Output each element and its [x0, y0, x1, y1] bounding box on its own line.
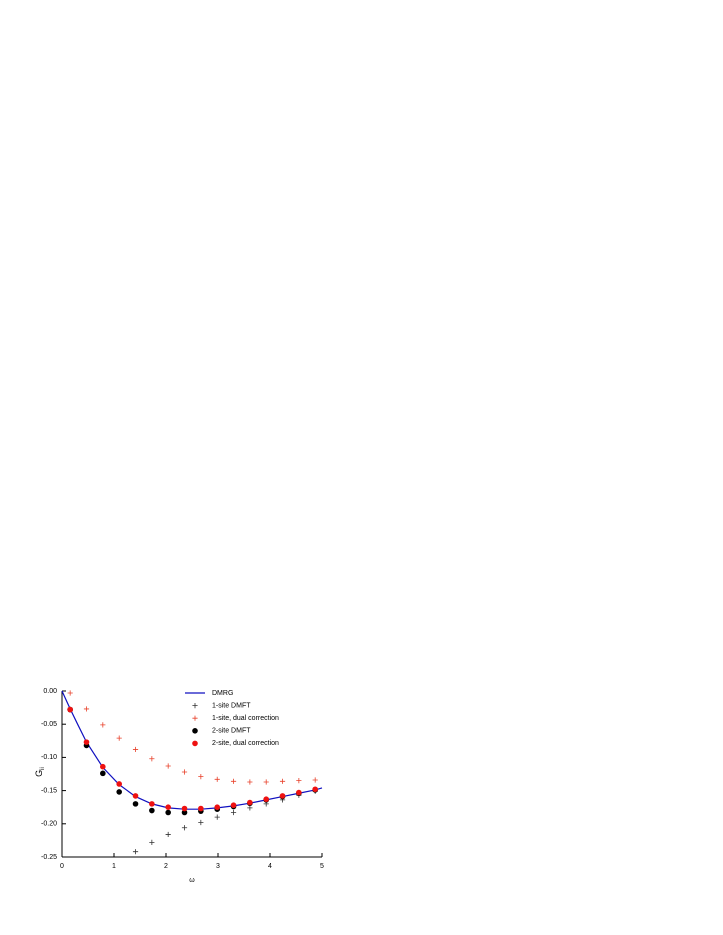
- y-tick-label: -0.10: [41, 754, 57, 761]
- plus-marker: [214, 814, 220, 820]
- plus-marker: [149, 839, 155, 845]
- y-label-main: G: [34, 770, 44, 777]
- dot-marker: [198, 805, 204, 812]
- plus-marker: [132, 746, 139, 753]
- legend-label: 1-site DMFT: [212, 702, 251, 709]
- dot-marker: [214, 804, 221, 810]
- plus-marker: [198, 774, 204, 780]
- dot-marker: [312, 786, 318, 793]
- plus-marker: [192, 703, 198, 709]
- plus-marker: [247, 779, 253, 785]
- dot-marker: [132, 801, 139, 807]
- plus-marker: [230, 809, 237, 816]
- legend-label: 1-site, dual correction: [212, 715, 279, 722]
- dot-marker: [279, 793, 286, 799]
- plus-marker: [83, 706, 90, 712]
- x-tick-label: 2: [164, 863, 168, 870]
- dot-marker: [230, 802, 237, 809]
- y-tick-label: -0.20: [41, 821, 57, 828]
- dot-marker: [192, 728, 198, 734]
- dot-marker: [132, 793, 139, 799]
- series-line: [61, 690, 323, 810]
- dot-marker: [116, 781, 122, 787]
- y-tick-label: -0.05: [41, 721, 57, 728]
- legend-label: 2-site, dual correction: [212, 740, 279, 747]
- plus-marker: [100, 722, 106, 728]
- dot-marker: [116, 789, 122, 795]
- plus-marker: [312, 777, 318, 783]
- plus-marker: [132, 849, 139, 855]
- plus-marker: [181, 825, 188, 831]
- dot-marker: [181, 809, 188, 816]
- legend-label: DMRG: [212, 690, 233, 697]
- x-tick-label: 5: [320, 863, 324, 870]
- plus-marker: [230, 778, 237, 784]
- dot-marker: [247, 799, 253, 806]
- plus-marker: [279, 778, 286, 784]
- dot-marker: [181, 805, 188, 812]
- y-tick-label: 0.00: [43, 688, 57, 695]
- plus-marker: [116, 735, 122, 741]
- dot-marker: [165, 809, 171, 816]
- y-label-sub: ii: [40, 767, 46, 770]
- x-tick-label: 3: [216, 863, 220, 870]
- dot-marker: [149, 801, 155, 807]
- x-axis-label: ω: [189, 877, 195, 884]
- dot-marker: [192, 740, 198, 747]
- plus-marker: [192, 715, 198, 721]
- plus-marker: [149, 756, 155, 762]
- dot-marker: [165, 804, 171, 810]
- dot-marker: [83, 739, 90, 745]
- y-axis-label: Gii: [34, 767, 45, 777]
- plus-marker: [181, 769, 188, 775]
- x-tick-label: 1: [112, 863, 116, 870]
- plus-marker: [247, 805, 253, 811]
- x-tick-label: 0: [60, 863, 64, 870]
- plus-marker: [263, 779, 269, 785]
- plus-marker: [165, 763, 171, 769]
- dot-marker: [296, 789, 302, 796]
- x-tick-label: 4: [268, 863, 272, 870]
- plus-marker: [214, 776, 220, 782]
- plus-marker: [165, 831, 171, 838]
- plus-marker: [198, 819, 204, 826]
- plus-marker: [67, 690, 73, 696]
- dot-marker: [67, 706, 73, 713]
- y-tick-label: -0.25: [41, 854, 57, 861]
- plus-marker: [296, 778, 302, 784]
- y-tick-label: -0.15: [41, 787, 57, 794]
- dot-marker: [149, 807, 155, 814]
- dot-marker: [263, 796, 270, 803]
- legend-label: 2-site DMFT: [212, 728, 251, 735]
- dot-marker: [100, 763, 106, 770]
- dot-marker: [100, 770, 106, 777]
